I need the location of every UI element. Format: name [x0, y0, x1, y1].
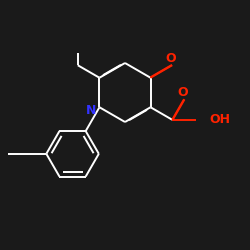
Text: O: O — [166, 52, 176, 65]
Text: O: O — [178, 86, 188, 99]
Text: N: N — [86, 104, 97, 117]
Text: OH: OH — [210, 113, 231, 126]
